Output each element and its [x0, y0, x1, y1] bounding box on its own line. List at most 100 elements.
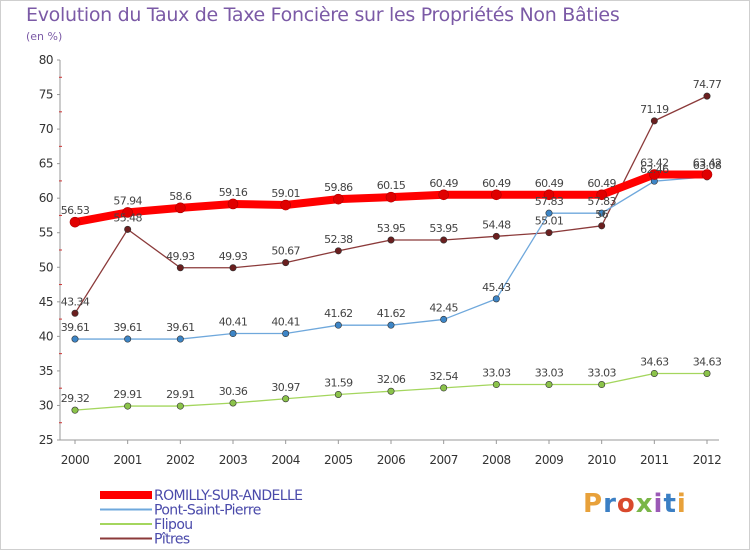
- data-point: [122, 207, 133, 218]
- x-tick-label: 2000: [61, 453, 90, 467]
- data-point: [71, 335, 79, 343]
- data-point: [598, 381, 606, 389]
- data-label: 52.38: [324, 233, 353, 246]
- data-point: [176, 264, 184, 272]
- x-tick-label: 2010: [587, 453, 616, 467]
- x-tick-label: 2011: [640, 453, 669, 467]
- data-label: 40.41: [271, 316, 300, 329]
- data-point: [124, 225, 132, 233]
- data-point: [492, 295, 500, 303]
- data-point: [334, 321, 342, 329]
- data-point: [176, 402, 184, 410]
- data-label: 57.94: [113, 194, 142, 207]
- data-label: 49.93: [166, 250, 195, 263]
- data-point: [387, 321, 395, 329]
- data-label: 39.61: [113, 321, 142, 334]
- data-point: [176, 335, 184, 343]
- data-label: 45.43: [482, 281, 511, 294]
- data-point: [387, 236, 395, 244]
- y-tick-label: 70: [39, 122, 53, 136]
- y-tick-label: 65: [39, 157, 53, 171]
- x-tick-label: 2001: [113, 453, 142, 467]
- data-label: 62.46: [640, 163, 669, 176]
- data-point: [440, 236, 448, 244]
- logo-letter: i: [653, 489, 664, 519]
- data-point: [440, 384, 448, 392]
- data-label: 60.49: [482, 177, 511, 190]
- data-label: 33.03: [535, 367, 564, 380]
- data-label: 33.03: [482, 367, 511, 380]
- legend-label: ROMILLY-SUR-ANDELLE: [154, 488, 302, 504]
- data-point: [650, 369, 658, 377]
- data-label: 50.67: [271, 245, 300, 258]
- data-label: 71.19: [640, 103, 669, 116]
- data-point: [598, 222, 606, 230]
- data-point: [282, 330, 290, 338]
- data-point: [492, 381, 500, 389]
- logo-letter: P: [583, 489, 604, 519]
- legend-label: Pont-Saint-Pierre: [154, 503, 261, 519]
- data-point: [596, 189, 607, 201]
- data-point: [69, 216, 81, 228]
- y-tick-label: 40: [39, 329, 53, 343]
- data-point: [333, 193, 344, 205]
- data-label: 54.48: [482, 218, 511, 231]
- data-label: 59.01: [271, 187, 300, 200]
- y-tick-label: 50: [39, 260, 53, 274]
- x-tick-label: 2006: [377, 453, 406, 467]
- data-point: [545, 209, 553, 217]
- data-point: [71, 406, 79, 414]
- x-tick-label: 2004: [271, 453, 300, 467]
- x-tick-label: 2009: [535, 453, 564, 467]
- data-label: 60.49: [535, 177, 564, 190]
- y-tick-label: 55: [39, 226, 53, 240]
- logo-letter: i: [676, 489, 687, 519]
- data-point: [703, 92, 711, 100]
- x-tick-label: 2008: [482, 453, 511, 467]
- data-label: 33.03: [587, 367, 616, 380]
- data-label: 59.16: [219, 186, 248, 199]
- data-label: 57.83: [587, 195, 616, 208]
- data-point: [227, 198, 239, 210]
- data-point: [280, 199, 291, 211]
- data-point: [71, 309, 79, 317]
- data-label: 55.48: [113, 211, 142, 224]
- data-point: [545, 229, 553, 237]
- data-point: [385, 191, 397, 203]
- data-label: 32.54: [429, 370, 458, 383]
- data-label: 29.32: [61, 392, 90, 405]
- y-tick-label: 35: [39, 364, 53, 378]
- data-label: 60.15: [377, 179, 406, 192]
- data-label: 63.42: [693, 157, 722, 170]
- data-label: 42.45: [429, 301, 458, 314]
- y-tick-label: 30: [39, 398, 53, 412]
- data-label: 59.86: [324, 181, 353, 194]
- x-tick-label: 2005: [324, 453, 353, 467]
- data-point: [124, 402, 132, 410]
- data-label: 39.61: [61, 321, 90, 334]
- data-point: [701, 169, 713, 180]
- y-tick-label: 75: [39, 88, 53, 102]
- data-label: 30.36: [219, 385, 248, 398]
- data-point: [440, 315, 448, 323]
- y-tick-label: 60: [39, 191, 53, 205]
- data-label: 63.42: [640, 157, 669, 170]
- data-label: 34.63: [640, 355, 669, 368]
- logo-letter: o: [616, 489, 636, 519]
- data-point: [124, 335, 132, 343]
- data-point: [334, 390, 342, 398]
- y-tick-label: 25: [39, 433, 53, 447]
- data-label: 74.77: [693, 78, 722, 91]
- data-label: 56.53: [61, 204, 90, 217]
- data-label: 56: [595, 208, 608, 221]
- y-tick-label: 45: [39, 295, 53, 309]
- chart-unit: (en %): [26, 30, 63, 43]
- proxiti-logo: Proxiti: [583, 489, 687, 519]
- x-tick-label: 2003: [219, 453, 248, 467]
- data-point: [543, 189, 555, 201]
- data-label: 41.62: [324, 307, 353, 320]
- data-label: 43.34: [61, 295, 90, 308]
- data-label: 57.83: [535, 195, 564, 208]
